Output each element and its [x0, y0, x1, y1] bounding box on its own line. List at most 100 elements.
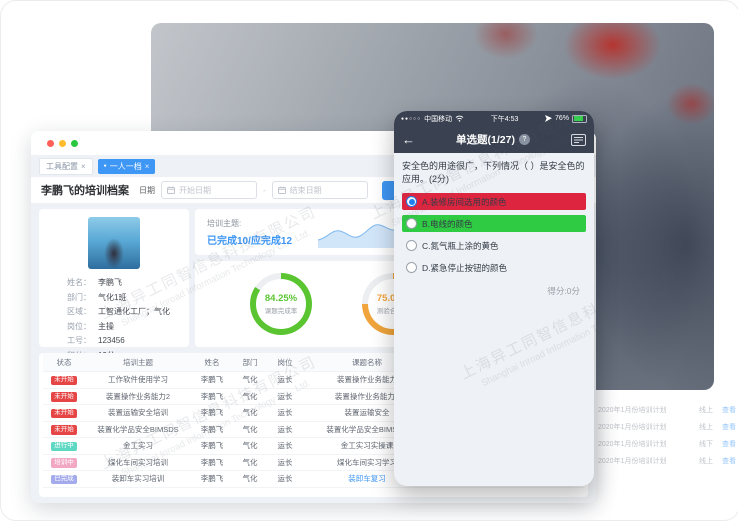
cell-topic: 装置操作业务能力2 — [105, 391, 171, 401]
start-date-input[interactable]: 开始日期 — [161, 181, 257, 199]
column-header: 状态 — [56, 357, 72, 367]
quiz-body: 安全色的用途很广，下列情况（ ）是安全色的应用。(2分) A.装修房间选用的颜色… — [394, 153, 594, 304]
cell-post: 运长 — [277, 474, 293, 484]
cell-name: 李鹏飞 — [200, 391, 224, 401]
status-badge: 未开始 — [51, 392, 77, 402]
cell-dept: 气化 — [242, 441, 258, 451]
cell-post: 运长 — [277, 408, 293, 418]
question-text: 安全色的用途很广，下列情况（ ）是安全色的应用。(2分) — [402, 161, 585, 185]
status-badge: 进行中 — [51, 441, 77, 452]
options-list: A.装修房间选用的颜色 B.电线的颜色 C.氮气瓶上涂的黄色 D.紧急停止按钮的… — [402, 193, 586, 276]
answer-sheet-icon[interactable] — [571, 133, 586, 146]
status-badge: 已完成 — [51, 474, 77, 485]
fragment-row: 2020年1月份培训计划 线上 查看 — [598, 452, 736, 469]
help-icon[interactable]: ? — [518, 134, 530, 145]
field-label: 姓名： — [67, 278, 91, 287]
view-link[interactable]: 查看 — [722, 440, 736, 448]
cell-dept: 气化 — [242, 424, 258, 434]
field-label: 工号： — [67, 336, 91, 345]
cell-name: 李鹏飞 — [200, 375, 224, 385]
cell-course: 装置运输安全 — [344, 408, 390, 418]
close-tab-icon[interactable]: × — [144, 161, 150, 171]
profile-field: 工号： 123456 — [39, 334, 189, 349]
phone-status-bar: ●●○○○ 中国移动 下午4:53 76% — [394, 111, 594, 126]
cell-topic: 装置运输安全培训 — [108, 408, 168, 418]
phone-nav-bar: ← 单选题(1/27) ? — [394, 126, 594, 153]
donut-value: 75.00% — [376, 293, 410, 304]
status-badge: 未开始 — [51, 375, 77, 386]
profile-field: 部门： 气化1班 — [39, 291, 189, 306]
donut-value: 84.25% — [264, 293, 298, 304]
cell-dept: 气化 — [242, 457, 258, 467]
answer-option[interactable]: B.电线的颜色 — [402, 215, 586, 233]
field-label: 区域： — [67, 307, 91, 316]
signal-strength-icon: ●●○○○ — [401, 115, 422, 122]
profile-fields: 姓名： 李鹏飞 部门： 气化1班 区域： 工智通化工厂；气化 岗位： 主操 — [39, 276, 189, 363]
view-link[interactable]: 查看 — [722, 457, 736, 465]
cell-post: 运长 — [277, 441, 293, 451]
close-window-icon[interactable] — [47, 139, 54, 147]
score-label: 得分:0分 — [547, 286, 580, 297]
cell-dept: 气化 — [242, 474, 258, 484]
answer-option[interactable]: A.装修房间选用的颜色 — [402, 193, 586, 211]
sparkline-chart — [318, 224, 411, 248]
tab-personal-archive[interactable]: ● 一人一档 × — [97, 158, 156, 174]
maximize-window-icon[interactable] — [71, 139, 78, 147]
topic-progress-value: 已完成10/应完成12 — [207, 235, 293, 247]
column-header: 姓名 — [204, 357, 220, 367]
battery-icon — [572, 114, 587, 123]
battery-percent: 76% — [554, 115, 569, 122]
fragment-row: 2020年1月份培训计划 线上 查看 — [598, 418, 736, 435]
field-value: 气化1班 — [98, 292, 127, 302]
cell-name: 李鹏飞 — [200, 457, 224, 467]
cell-course: 装卸车复习 — [348, 474, 386, 484]
cell-course: 装置操作业务能力2 — [334, 391, 400, 401]
end-date-input[interactable]: 结束日期 — [271, 181, 368, 199]
view-link[interactable]: 查看 — [722, 423, 736, 431]
cell-topic: 工作软件使用学习 — [108, 375, 168, 385]
donut-chart: 84.25% 课题完成率 — [250, 273, 312, 335]
wifi-icon — [455, 115, 464, 122]
radio-icon — [406, 262, 417, 274]
cell-course: 装置化学品安全BIMSDS — [326, 424, 408, 434]
back-arrow-icon[interactable]: ← — [402, 132, 415, 147]
view-link[interactable]: 查看 — [722, 406, 736, 414]
cell-topic: 装置化学品安全BIMSDS — [97, 424, 179, 434]
field-value: 主操 — [98, 321, 114, 331]
column-header: 部门 — [242, 357, 258, 367]
field-value: 123456 — [98, 336, 125, 345]
column-header: 培训主题 — [123, 357, 153, 367]
answer-option[interactable]: C.氮气瓶上涂的黄色 — [402, 237, 586, 254]
field-value: 工智通化工厂；气化 — [98, 307, 170, 316]
fragment-plan: 2020年1月份培训计划 — [598, 457, 667, 465]
date-range-separator: - — [263, 185, 266, 195]
fragment-mode: 线上 — [699, 457, 713, 465]
profile-field: 区域： 工智通化工厂；气化 — [39, 305, 189, 320]
tab-tool-config[interactable]: 工具配置 × — [39, 157, 93, 175]
cell-course: 装置操作业务能力 — [337, 375, 397, 385]
fragment-plan: 2020年1月份培训计划 — [598, 406, 667, 414]
column-header: 岗位 — [277, 357, 293, 367]
fragment-row: 2020年1月份培训计划 线上 查看 — [598, 401, 736, 418]
cell-name: 李鹏飞 — [200, 424, 224, 434]
calendar-icon — [167, 186, 175, 194]
tab-label: 工具配置 — [46, 161, 78, 171]
status-badge: 未开始 — [51, 425, 77, 435]
date-label: 日期 — [139, 185, 155, 195]
cell-post: 运长 — [277, 457, 293, 467]
profile-card: 姓名： 李鹏飞 部门： 气化1班 区域： 工智通化工厂；气化 岗位： 主操 — [39, 209, 189, 360]
carrier-label: 中国移动 — [424, 115, 453, 123]
radio-icon — [406, 196, 417, 208]
answer-option[interactable]: D.紧急停止按钮的颜色 — [402, 259, 586, 276]
clock-label: 下午4:53 — [490, 115, 519, 123]
minimize-window-icon[interactable] — [59, 139, 66, 147]
training-topic-card: 培训主题: 已完成10/应完成12 — [195, 209, 423, 255]
status-badge: 未开始 — [51, 408, 77, 419]
avatar — [88, 217, 140, 269]
cell-post: 运长 — [277, 424, 293, 434]
table-fragment: 2020年1月份培训计划 线上 查看 2020年1月份培训计划 线上 查看 20… — [598, 401, 736, 469]
donut-label: 测验合格率 — [376, 308, 410, 315]
status-badge: 培训中 — [51, 458, 77, 468]
close-tab-icon[interactable]: × — [81, 161, 86, 171]
